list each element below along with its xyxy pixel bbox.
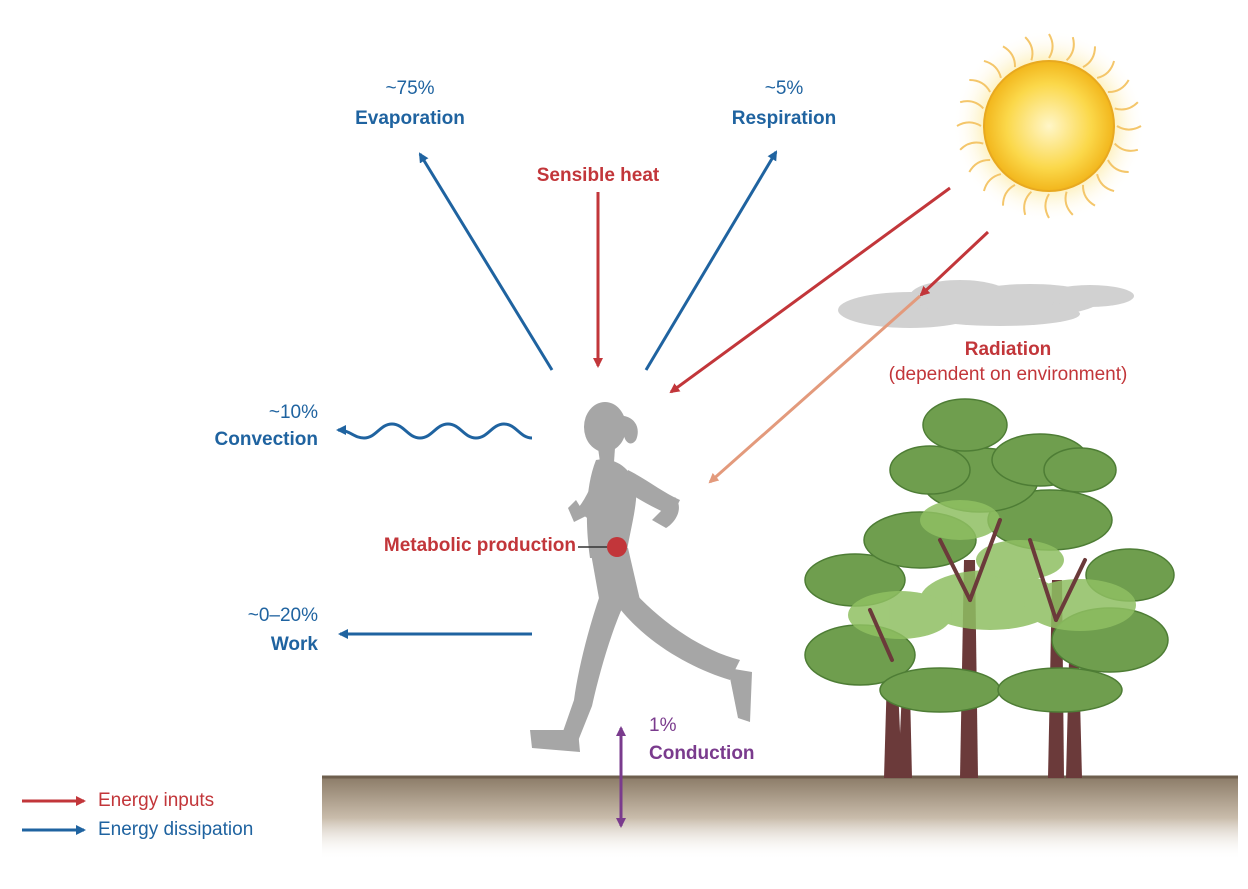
sun-ray — [1096, 173, 1115, 193]
sun-ray — [1023, 190, 1033, 216]
trees-icon — [804, 398, 1175, 778]
conduction-name: Conduction — [649, 743, 755, 764]
respiration-name: Respiration — [731, 108, 837, 129]
convection-percent: ~10% — [268, 402, 318, 423]
sun-ray — [1048, 33, 1054, 59]
sun-ray — [959, 100, 985, 110]
work-name: Work — [270, 634, 318, 655]
evaporation-label: ~75% Evaporation — [320, 78, 500, 130]
cloud-icon — [838, 280, 1134, 328]
evaporation-name: Evaporation — [355, 108, 465, 129]
radiation-label: Radiation (dependent on environment) — [848, 339, 1168, 386]
conduction-label: 1% Conduction — [649, 715, 755, 765]
respiration-percent: ~5% — [764, 78, 804, 99]
radiation-note: (dependent on environment) — [888, 364, 1128, 385]
sun-ray — [1107, 159, 1129, 174]
ground — [322, 775, 1238, 860]
sun-ray — [1065, 36, 1075, 62]
legend-dissipation-label: Energy dissipation — [98, 819, 254, 840]
sun-ray — [959, 141, 984, 151]
evaporation-arrow — [418, 152, 554, 371]
sun-ray — [1001, 184, 1016, 206]
sun-ray — [1107, 79, 1130, 94]
work-label: ~0–20% Work — [150, 605, 318, 656]
sun-ray — [982, 173, 1002, 192]
direct-radiation-arrow — [669, 186, 951, 394]
diffuse-radiation-arrow — [708, 294, 921, 484]
sun-ray — [969, 78, 991, 93]
respiration-arrow — [644, 150, 778, 371]
legend-inputs-label: Energy inputs — [98, 790, 215, 811]
sun-ray — [983, 59, 1002, 79]
metabolic-label: Metabolic production — [383, 535, 576, 556]
sun-ray — [956, 121, 982, 127]
runner-silhouette — [530, 402, 752, 752]
respiration-label: ~5% Respiration — [694, 78, 874, 130]
evaporation-percent: ~75% — [385, 78, 435, 99]
work-percent: ~0–20% — [247, 605, 318, 626]
sun-ray — [968, 158, 991, 173]
convection-label: ~10% Convection — [150, 402, 318, 451]
convection-arrow — [336, 422, 533, 440]
radiation-name: Radiation — [964, 339, 1052, 360]
sun-ray — [1113, 142, 1139, 152]
sensible-heat-label: Sensible heat — [536, 165, 660, 186]
conduction-percent: 1% — [649, 715, 677, 736]
sun-ray — [1044, 193, 1050, 219]
sun-ray — [1024, 36, 1034, 61]
sun-ray — [1114, 101, 1139, 111]
sun-ray — [1082, 46, 1097, 68]
sun-ray — [1064, 191, 1074, 216]
sun-icon — [953, 30, 1145, 222]
sun-ray — [1096, 60, 1116, 79]
metabolic-marker — [578, 537, 627, 557]
sun-ray — [1002, 45, 1017, 68]
cloud-radiation-arrow — [919, 230, 990, 297]
convection-name: Convection — [214, 429, 318, 450]
sun-ray — [1081, 184, 1096, 207]
sun-ray — [1116, 125, 1142, 131]
